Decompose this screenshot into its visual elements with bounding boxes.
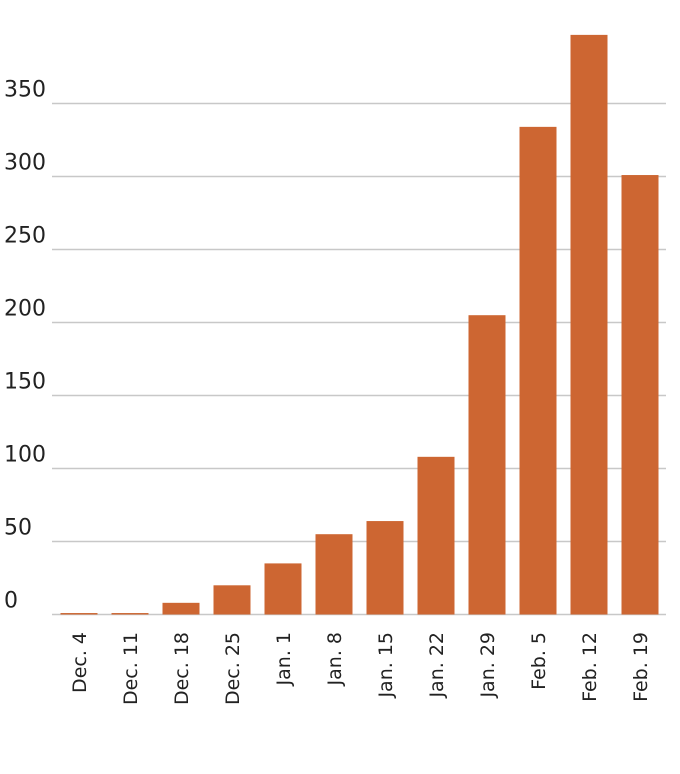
bar-dec-25 bbox=[213, 585, 251, 615]
x-tick-label: Dec. 18 bbox=[171, 632, 193, 705]
x-tick-label: Dec. 4 bbox=[69, 632, 91, 693]
bar-dec-18 bbox=[162, 602, 200, 615]
bar-jan-1 bbox=[264, 563, 302, 615]
bar-feb-5 bbox=[519, 126, 557, 615]
x-tick-label: Dec. 11 bbox=[120, 632, 142, 705]
x-tick-label: Jan. 29 bbox=[477, 632, 499, 699]
y-tick-label: 350 bbox=[4, 78, 46, 103]
y-axis: 0 50 100 150 200 250 300 350 bbox=[4, 78, 46, 614]
bar-jan-22 bbox=[417, 456, 455, 615]
bar-dec-11 bbox=[111, 613, 149, 615]
bar-dec-4 bbox=[60, 613, 98, 615]
bars bbox=[60, 34, 659, 615]
x-tick-label: Dec. 25 bbox=[222, 632, 244, 705]
x-tick-label: Jan. 22 bbox=[426, 632, 448, 699]
bar-jan-15 bbox=[366, 521, 404, 615]
y-tick-label: 250 bbox=[4, 224, 46, 249]
x-tick-label: Feb. 19 bbox=[630, 632, 652, 702]
x-tick-label: Jan. 15 bbox=[375, 632, 397, 699]
y-tick-label: 300 bbox=[4, 151, 46, 176]
y-tick-label: 50 bbox=[4, 516, 32, 541]
bar-jan-8 bbox=[315, 534, 353, 615]
gridlines bbox=[52, 102, 666, 616]
y-tick-label: 0 bbox=[4, 589, 18, 614]
bar-feb-19 bbox=[621, 175, 659, 615]
x-tick-label: Jan. 8 bbox=[324, 632, 346, 686]
bar-feb-12 bbox=[570, 34, 608, 615]
y-tick-label: 200 bbox=[4, 297, 46, 322]
y-tick-label: 150 bbox=[4, 370, 46, 395]
bar-jan-29 bbox=[468, 315, 506, 615]
x-tick-label: Feb. 12 bbox=[579, 632, 601, 702]
y-tick-label: 100 bbox=[4, 443, 46, 468]
x-axis: Dec. 4 Dec. 11 Dec. 18 Dec. 25 Jan. 1 Jan. 8 J… bbox=[69, 632, 652, 705]
x-tick-label: Feb. 5 bbox=[528, 632, 550, 690]
x-tick-label: Jan. 1 bbox=[273, 632, 295, 686]
